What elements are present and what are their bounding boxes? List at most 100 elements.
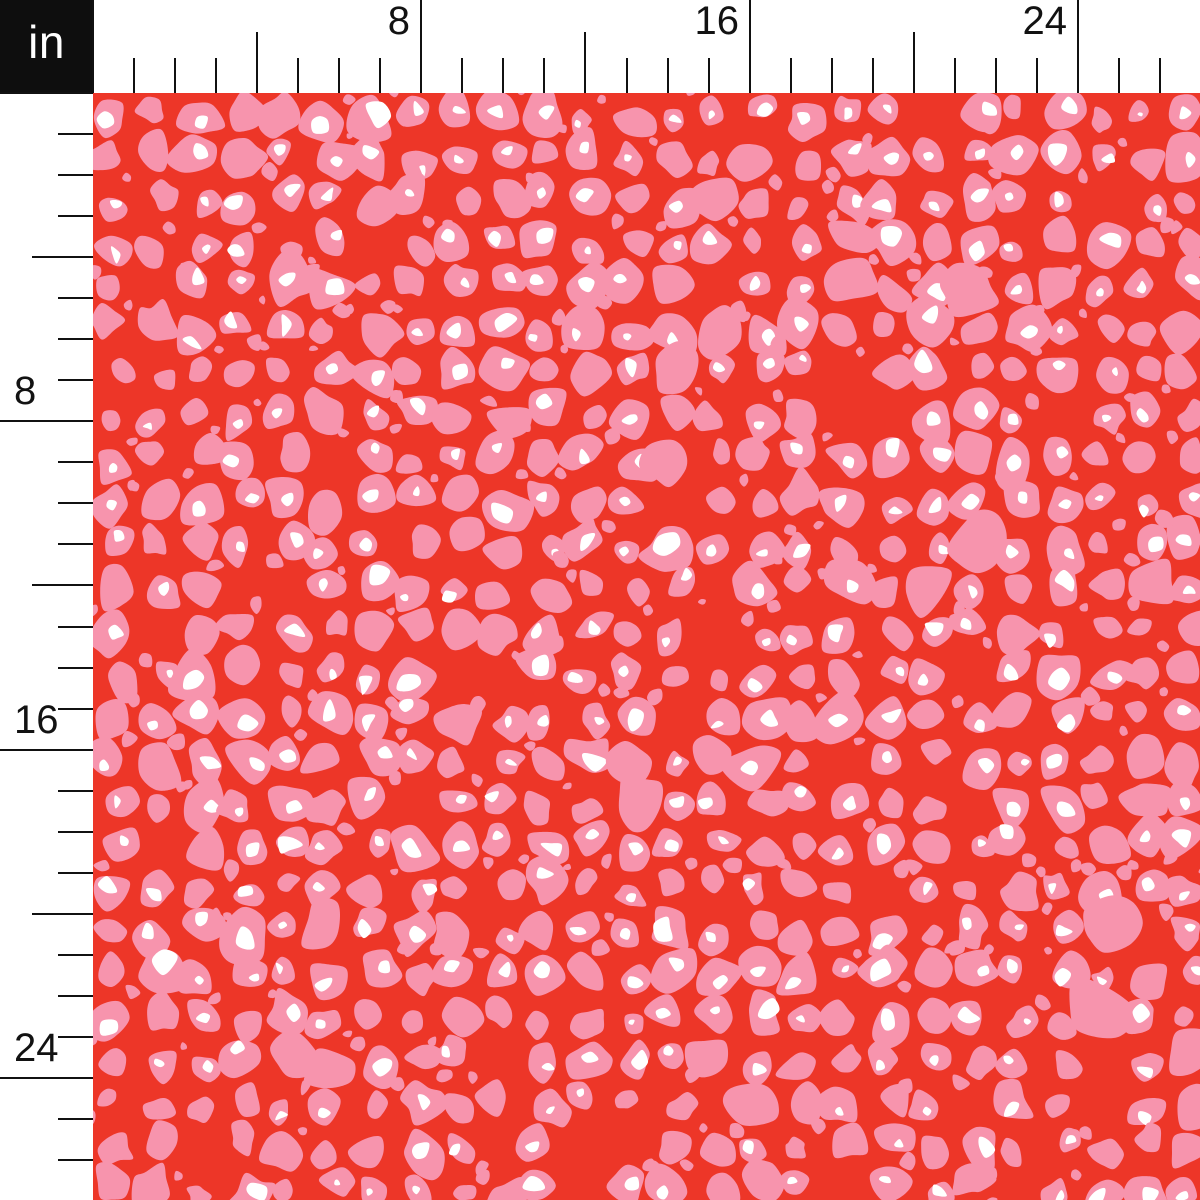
ruler-left-tick [58, 502, 93, 504]
spot-highlight [755, 549, 768, 557]
leopard-speck [180, 1042, 188, 1050]
leopard-speck [812, 1122, 821, 1132]
leopard-speck [174, 1170, 183, 1181]
spot-highlight [536, 491, 547, 503]
leopard-speck [121, 730, 138, 748]
leopard-spot [437, 746, 465, 779]
ruler-top [93, 0, 1200, 93]
leopard-spot [999, 910, 1028, 942]
leopard-spot [963, 702, 997, 734]
leopard-speck [1041, 902, 1053, 916]
leopard-speck [207, 992, 221, 1005]
leopard-speck [562, 863, 572, 871]
leopard-speck [994, 472, 1009, 484]
spot-highlight [1190, 966, 1200, 976]
leopard-spot [954, 949, 999, 987]
spot-highlight [396, 673, 422, 692]
leopard-spot [407, 235, 436, 267]
leopard-spot [960, 312, 998, 345]
leopard-spot [881, 616, 914, 652]
leopard-spot [1169, 1028, 1200, 1076]
leopard-speck [611, 213, 624, 230]
spot-highlight [1057, 714, 1076, 733]
spot-highlight [455, 794, 467, 804]
leopard-speck [123, 299, 133, 311]
ruler-top-tick [543, 58, 545, 93]
leopard-spot [181, 571, 222, 609]
leopard-spot [694, 994, 733, 1034]
spot-highlight [1185, 151, 1196, 168]
spot-highlight [1094, 495, 1104, 502]
spot-highlight [1148, 536, 1164, 553]
spot-highlight [411, 328, 423, 337]
spot-highlight [1179, 891, 1190, 901]
leopard-spot [953, 881, 977, 901]
leopard-speck [905, 859, 923, 876]
spot-highlight [631, 1049, 649, 1070]
leopard-spot [97, 1088, 117, 1107]
spot-highlight [109, 200, 123, 209]
spot-highlight [842, 455, 855, 469]
leopard-speck [772, 389, 784, 403]
leopard-speck [766, 599, 781, 613]
spot-highlight [1139, 504, 1149, 518]
leopard-speck [862, 818, 877, 833]
leopard-spot [1126, 733, 1165, 779]
leopard-spot [738, 945, 782, 987]
leopard-spot [697, 150, 720, 176]
leopard-speck [1123, 553, 1141, 567]
leopard-speck [1070, 264, 1082, 278]
leopard-speck [1154, 509, 1175, 528]
leopard-spot [174, 959, 212, 995]
spot-highlight [879, 1176, 891, 1184]
spot-highlight [1061, 96, 1078, 115]
spot-highlight [357, 919, 372, 939]
spot-highlight [222, 454, 240, 468]
leopard-spot [1045, 1094, 1070, 1118]
leopard-spot [493, 178, 532, 219]
leopard-spot [813, 1086, 858, 1123]
leopard-speck [902, 343, 914, 355]
spot-highlight [794, 785, 807, 798]
spot-highlight [669, 796, 685, 808]
leopard-speck [390, 1077, 405, 1092]
ruler-left-tick [58, 1118, 93, 1120]
spot-highlight [374, 836, 384, 847]
spot-highlight [113, 530, 125, 542]
ruler-top-tick [297, 58, 299, 93]
leopard-spot [433, 704, 482, 746]
leopard-spot [218, 1040, 262, 1079]
leopard-spot [1118, 783, 1171, 817]
spot-highlight [661, 637, 671, 648]
leopard-speck [604, 427, 621, 445]
spot-highlight [753, 421, 765, 430]
leopard-spot [741, 1159, 785, 1200]
ruler-top-tick [872, 58, 874, 93]
spot-highlight [1010, 284, 1023, 295]
leopard-speck [214, 345, 224, 354]
leopard-spot [134, 441, 165, 466]
leopard-spot [570, 486, 607, 523]
spot-highlight [275, 962, 283, 975]
spot-highlight [278, 272, 296, 287]
spot-highlight [1137, 1111, 1152, 1126]
ruler-top-tick [667, 58, 669, 93]
spot-highlight [201, 244, 211, 254]
spot-highlight [1007, 413, 1019, 425]
leopard-spot [659, 1130, 692, 1165]
spot-highlight [99, 1019, 119, 1036]
leopard-spot [785, 1136, 806, 1159]
ruler-left-label: 8 [14, 369, 37, 413]
leopard-spot [265, 357, 290, 383]
leopard-spot [447, 1133, 476, 1164]
leopard-spot [395, 95, 430, 127]
spot-highlight [236, 276, 247, 285]
spot-highlight [281, 314, 292, 337]
leopard-speck [93, 860, 110, 872]
leopard-spot [561, 305, 605, 350]
spot-highlight [545, 1106, 555, 1115]
ruler-top-tick [215, 58, 217, 93]
leopard-spot [658, 234, 688, 264]
leopard-spot [953, 574, 984, 610]
leopard-spot [1088, 531, 1108, 554]
